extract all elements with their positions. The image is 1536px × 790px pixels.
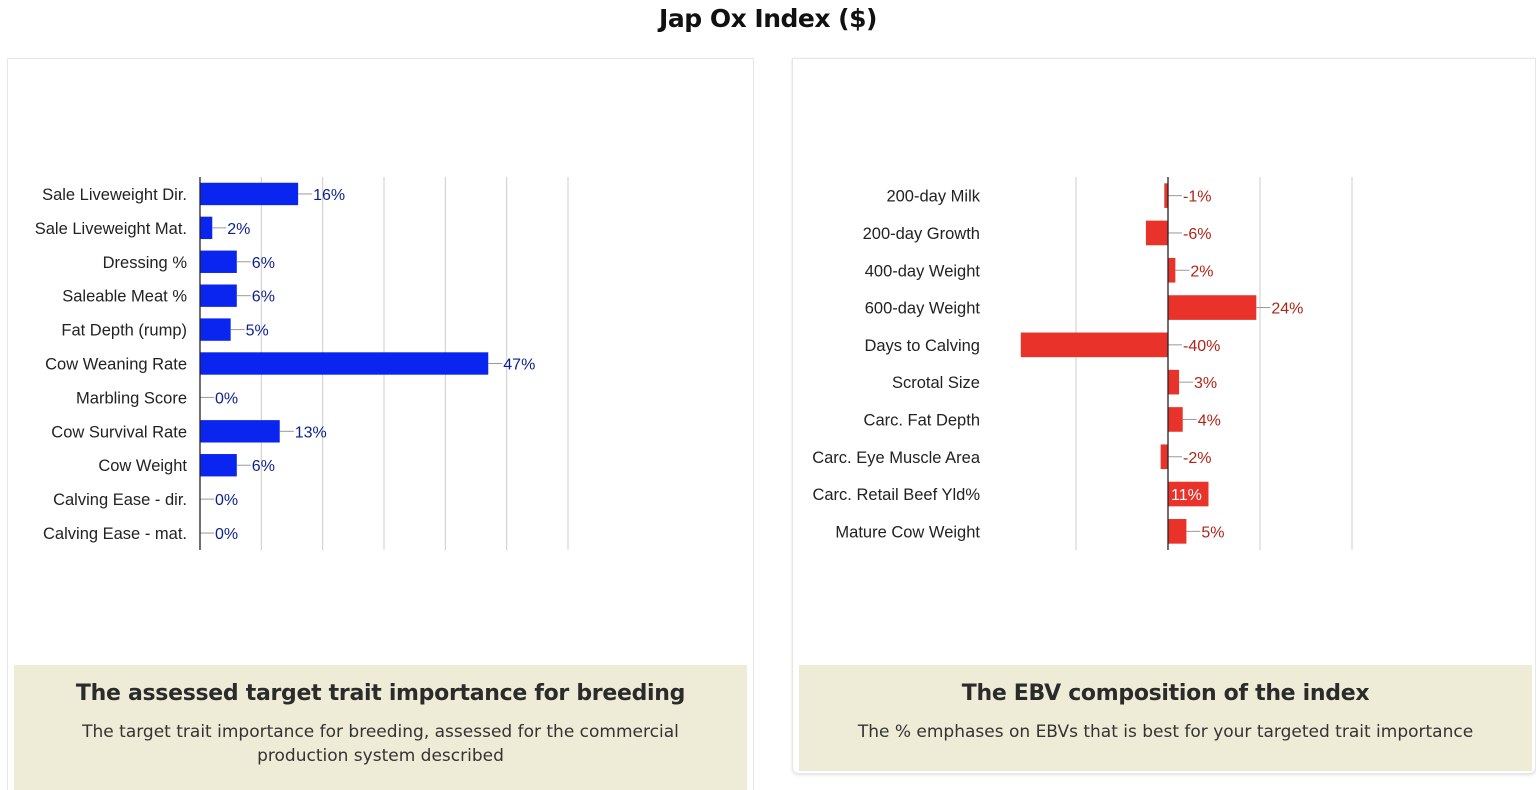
category-label: Calving Ease - mat.	[43, 525, 187, 543]
bar	[200, 318, 231, 341]
category-label: Sale Liveweight Dir.	[42, 186, 187, 204]
bar	[200, 284, 237, 307]
data-label: -6%	[1183, 226, 1211, 243]
bar	[1020, 332, 1168, 358]
bar	[200, 352, 489, 375]
data-label: 47%	[503, 357, 535, 374]
bar	[1168, 369, 1180, 395]
data-label: 0%	[215, 390, 238, 407]
bar	[200, 454, 237, 477]
data-label: 5%	[246, 323, 269, 340]
bar	[1168, 295, 1257, 320]
category-label: Cow Weight	[98, 457, 187, 475]
data-label: -2%	[1183, 450, 1211, 467]
data-label: 0%	[215, 492, 238, 509]
category-label: 200-day Milk	[886, 188, 980, 206]
data-label: 6%	[252, 289, 275, 306]
bar	[200, 250, 237, 273]
bar	[1160, 444, 1168, 470]
category-label: Fat Depth (rump)	[61, 322, 187, 340]
category-label: Cow Survival Rate	[51, 423, 187, 441]
data-label: -40%	[1183, 338, 1220, 355]
category-label: 400-day Weight	[865, 262, 981, 280]
category-label: Carc. Fat Depth	[864, 411, 980, 429]
data-label: -1%	[1183, 189, 1211, 206]
bar	[200, 420, 280, 443]
data-label: 5%	[1201, 524, 1224, 541]
caption-text: The % emphases on EBVs that is best for …	[857, 722, 1474, 742]
category-label: Calving Ease - dir.	[53, 491, 187, 509]
bar	[1164, 183, 1168, 208]
trait-importance-chart: Sale Liveweight Dir. 16% Sale Liveweight M…	[35, 177, 569, 550]
category-label: Carc. Retail Beef Yld%	[812, 486, 980, 504]
data-label: 6%	[252, 458, 275, 475]
bar	[1168, 257, 1176, 283]
data-label: 2%	[227, 221, 250, 238]
bar	[1145, 220, 1168, 246]
data-label: 4%	[1198, 412, 1221, 429]
ebv-composition-caption: The EBV composition of the index The % e…	[799, 665, 1532, 771]
bar	[1168, 519, 1187, 544]
category-label: Dressing %	[103, 254, 188, 272]
category-label: Days to Calving	[864, 337, 980, 355]
category-label: Cow Weaning Rate	[45, 356, 187, 374]
category-label: Carc. Eye Muscle Area	[812, 449, 981, 467]
data-label: 13%	[295, 424, 327, 441]
caption-title: The assessed target trait importance for…	[75, 681, 686, 706]
caption-title: The EBV composition of the index	[961, 681, 1370, 706]
category-label: Mature Cow Weight	[835, 523, 980, 541]
bar	[200, 216, 213, 240]
category-label: Marbling Score	[76, 389, 187, 407]
data-label: 16%	[313, 187, 345, 204]
data-label: 6%	[252, 255, 275, 272]
page-title: Jap Ox Index ($)	[659, 4, 877, 33]
category-label: 600-day Weight	[865, 300, 981, 318]
category-label: Sale Liveweight Mat.	[35, 220, 187, 238]
data-label: 11%	[1171, 487, 1202, 504]
trait-importance-caption: The assessed target trait importance for…	[14, 665, 747, 790]
data-label: 24%	[1271, 301, 1303, 318]
data-label: 0%	[215, 526, 238, 543]
bar	[200, 182, 299, 206]
ebv-composition-panel: 200-day Milk -1% 200-day Growth -6% 400-day …	[792, 58, 1536, 774]
data-label: 3%	[1194, 375, 1217, 392]
category-label: 200-day Growth	[863, 225, 980, 243]
bar	[1168, 481, 1209, 507]
data-label: 2%	[1190, 263, 1213, 280]
ebv-composition-chart: 200-day Milk -1% 200-day Growth -6% 400-day …	[812, 177, 1353, 550]
category-label: Scrotal Size	[892, 374, 980, 392]
category-label: Saleable Meat %	[62, 288, 187, 306]
caption-text: The target trait importance for breeding…	[82, 722, 679, 766]
trait-importance-panel: Sale Liveweight Dir. 16% Sale Liveweight M…	[7, 58, 754, 790]
bar	[1168, 407, 1183, 432]
